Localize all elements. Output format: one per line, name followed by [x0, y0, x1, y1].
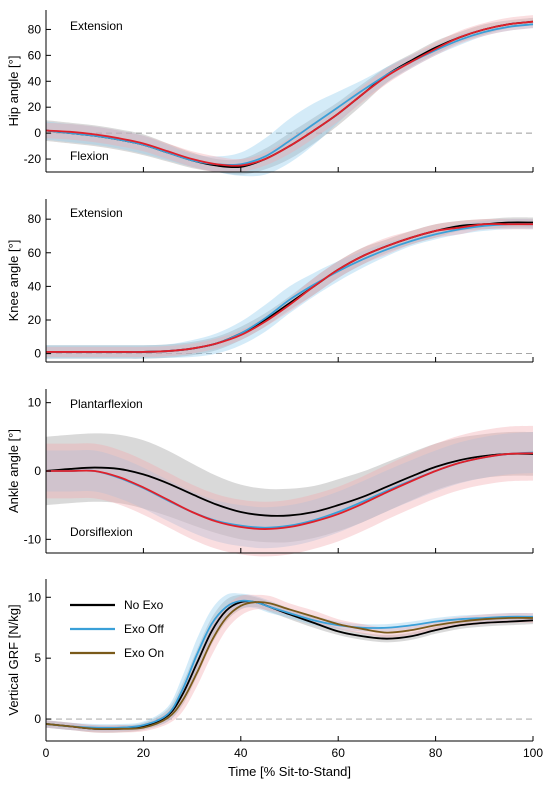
- y-axis-label: Knee angle [°]: [6, 240, 21, 322]
- y-tick-label: 10: [28, 396, 42, 410]
- legend-label: Exo Off: [124, 622, 164, 636]
- y-tick-label: 20: [28, 100, 42, 114]
- sd-band-exo-on: [46, 425, 533, 557]
- y-tick-label: 60: [28, 48, 42, 62]
- annotation-plantarflexion: Plantarflexion: [70, 397, 143, 411]
- series-line-no-exo: [45, 452, 534, 517]
- legend: No Exo Exo Off Exo On: [70, 598, 164, 660]
- y-tick-label: 80: [28, 22, 42, 36]
- y-tick-label: -10: [24, 532, 42, 546]
- sd-band-no-exo: [46, 431, 533, 543]
- x-tick-label: 80: [429, 746, 443, 760]
- series-line-exo-off: [45, 23, 534, 166]
- series-line-exo-on: [46, 223, 533, 353]
- legend-label: No Exo: [124, 598, 164, 612]
- legend-label: Exo On: [124, 646, 164, 660]
- x-tick-label: 0: [43, 746, 50, 760]
- sd-band-exo-on: [46, 594, 533, 733]
- sd-band-exo-off: [46, 593, 533, 732]
- series-line-exo-on: [45, 601, 534, 730]
- panel-4: 0 20 40 60 80 100 0 5 10 Vertical GRF [N/kg] Time …: [6, 579, 543, 779]
- y-tick-label: 20: [28, 313, 42, 327]
- series-line-exo-off: [45, 599, 534, 729]
- y-tick-label: 80: [28, 212, 42, 226]
- sd-band-exo-off: [46, 20, 533, 177]
- x-tick-label: 40: [234, 746, 248, 760]
- x-tick-label: 60: [332, 746, 346, 760]
- sd-band-no-exo: [46, 17, 533, 175]
- y-tick-label: -20: [24, 152, 42, 166]
- x-tick-label: 20: [137, 746, 151, 760]
- y-axis-label: Hip angle [°]: [6, 56, 21, 127]
- y-tick-label: 0: [34, 126, 41, 140]
- y-tick-label: 10: [28, 590, 42, 604]
- annotation-extension: Extension: [70, 19, 123, 33]
- y-axis-label: Vertical GRF [N/kg]: [6, 604, 21, 715]
- sd-band-exo-off: [46, 432, 533, 549]
- x-tick-label: 100: [523, 746, 543, 760]
- y-tick-label: 40: [28, 74, 42, 88]
- series-line-exo-on: [46, 452, 534, 530]
- annotation-flexion: Flexion: [70, 149, 109, 163]
- panel-1: -20 0 20 40 60 80 Hip angle [°] Extension Flexio…: [6, 10, 534, 177]
- y-tick-label: 0: [34, 712, 41, 726]
- x-axis-label: Time [% Sit-to-Stand]: [228, 764, 351, 779]
- annotation-extension: Extension: [70, 206, 123, 220]
- series-line-exo-on: [45, 20, 534, 167]
- y-tick-label: 0: [34, 347, 41, 361]
- y-tick-label: 60: [28, 246, 42, 260]
- panel-3: -10 0 10 Ankle angle [°] Plantarflexion Dorsi…: [6, 389, 534, 557]
- y-axis-label: Ankle angle [°]: [6, 429, 21, 513]
- panel-2: 0 20 40 60 80 Knee angle [°] Extension: [6, 199, 534, 363]
- sd-band-exo-off: [46, 219, 533, 359]
- y-tick-label: 40: [28, 279, 42, 293]
- y-tick-label: 5: [34, 651, 41, 665]
- y-tick-label: 0: [34, 464, 41, 478]
- annotation-dorsiflexion: Dorsiflexion: [70, 525, 133, 539]
